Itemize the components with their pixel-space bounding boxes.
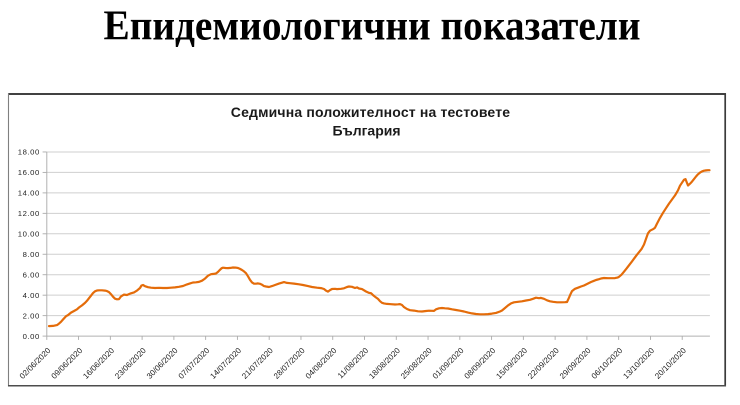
svg-text:14.00: 14.00 (18, 189, 40, 198)
svg-text:16.00: 16.00 (18, 168, 40, 177)
svg-text:12.00: 12.00 (18, 209, 40, 218)
svg-text:10.00: 10.00 (18, 230, 40, 239)
svg-text:0.00: 0.00 (23, 332, 40, 341)
svg-text:2.00: 2.00 (23, 311, 40, 320)
svg-text:Седмична положителност на тест: Седмична положителност на тестовете (231, 104, 510, 120)
svg-text:4.00: 4.00 (23, 291, 40, 300)
svg-text:Епидемиологични показатели: Епидемиологични показатели (104, 3, 641, 50)
svg-text:18.00: 18.00 (18, 148, 40, 157)
svg-text:България: България (332, 123, 400, 139)
svg-text:6.00: 6.00 (23, 270, 40, 279)
svg-text:8.00: 8.00 (23, 250, 40, 259)
